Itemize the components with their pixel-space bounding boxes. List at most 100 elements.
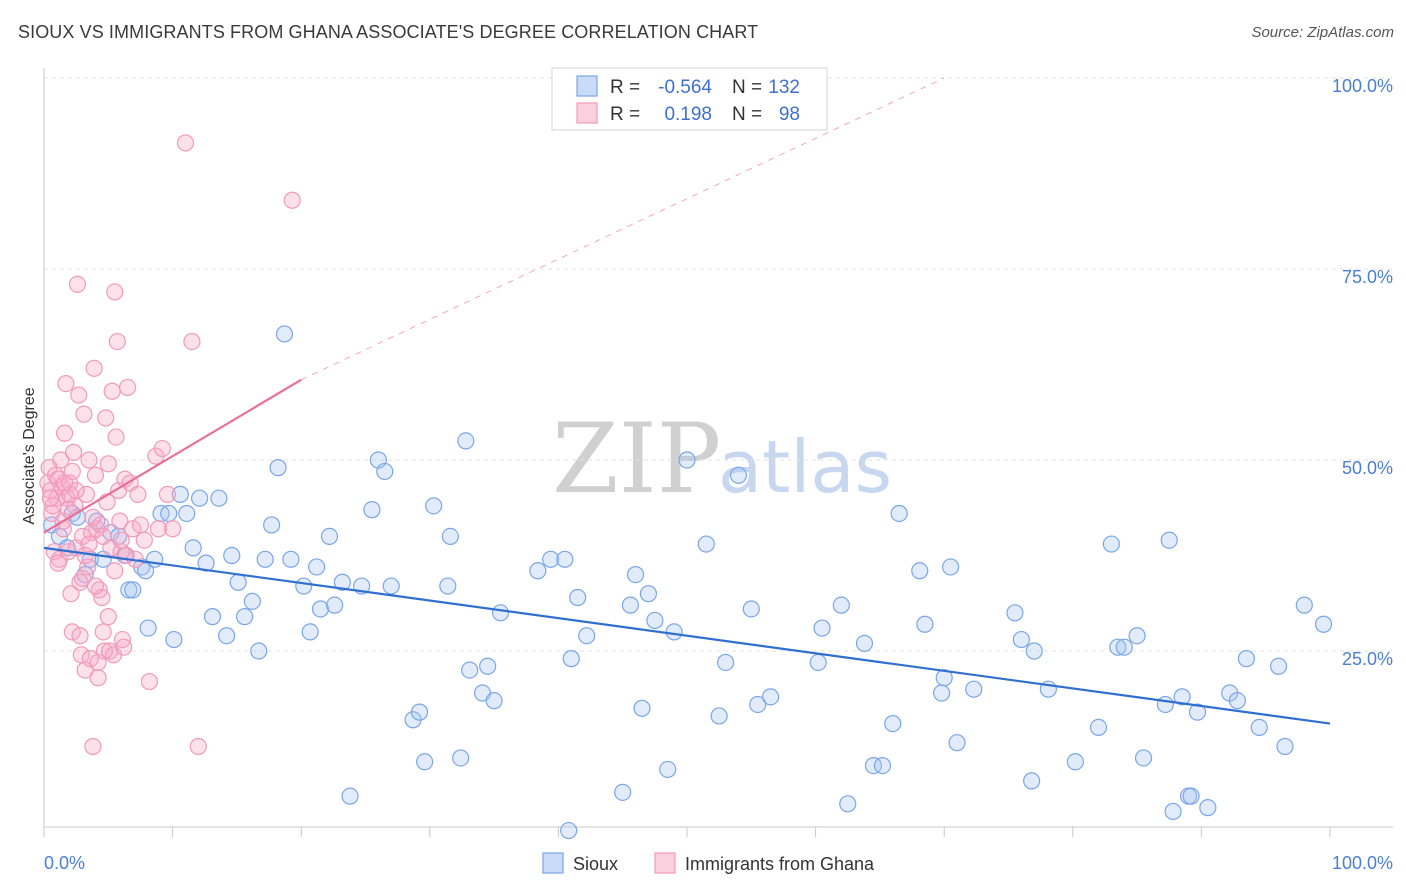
sioux-point bbox=[461, 661, 479, 679]
ghana-point bbox=[149, 520, 168, 538]
legend-swatch-ghana bbox=[576, 102, 598, 124]
series-legend: Sioux Immigrants from Ghana bbox=[542, 852, 875, 874]
watermark: ZIP atlas bbox=[552, 403, 892, 515]
grid-lines bbox=[44, 77, 1393, 652]
ghana-point bbox=[57, 375, 75, 393]
sioux-point bbox=[832, 596, 850, 614]
sioux-point bbox=[120, 581, 138, 599]
sioux-point bbox=[1295, 596, 1313, 614]
sioux-point bbox=[1115, 638, 1133, 656]
sioux-point bbox=[614, 783, 632, 801]
sioux-point bbox=[416, 753, 434, 771]
sioux-point bbox=[633, 699, 651, 717]
ghana-point bbox=[64, 443, 83, 461]
sioux-point bbox=[911, 562, 929, 580]
sioux-point bbox=[376, 462, 394, 481]
ghana-point bbox=[63, 623, 81, 641]
sioux-point bbox=[529, 562, 547, 580]
y-tick-labels: 25.0% 50.0% 75.0% 100.0% bbox=[1332, 76, 1393, 669]
sioux-point bbox=[479, 657, 497, 675]
ghana-point bbox=[164, 520, 182, 538]
sioux-point bbox=[1199, 799, 1217, 817]
trend-line-ghana-extension bbox=[300, 77, 945, 381]
ghana-point bbox=[140, 672, 159, 691]
ghana-point bbox=[89, 653, 107, 672]
sioux-point bbox=[569, 588, 587, 607]
sioux-point bbox=[218, 627, 236, 645]
ghana-point bbox=[183, 332, 201, 351]
sioux-point bbox=[191, 489, 209, 507]
sioux-point bbox=[1188, 703, 1207, 721]
sioux-point bbox=[425, 497, 443, 515]
x-axis-ticks bbox=[43, 827, 1331, 837]
sioux-point bbox=[1066, 753, 1084, 771]
ghana-point bbox=[62, 585, 80, 603]
ghana-point bbox=[189, 737, 207, 756]
sioux-point bbox=[203, 608, 222, 626]
ghana-point bbox=[52, 451, 70, 469]
ghana-point bbox=[106, 562, 124, 580]
sioux-point bbox=[197, 554, 215, 572]
ghana-point bbox=[283, 191, 301, 209]
ghana-point bbox=[99, 608, 117, 626]
legend-r-value-ghana: 0.198 bbox=[664, 104, 712, 125]
ghana-point bbox=[107, 428, 125, 446]
ghana-point bbox=[84, 508, 102, 526]
sioux-point bbox=[452, 749, 470, 767]
trend-line-ghana bbox=[43, 378, 302, 534]
ghana-point bbox=[49, 554, 67, 572]
sioux-point bbox=[710, 707, 728, 725]
sioux-point bbox=[916, 615, 934, 633]
sioux-point bbox=[485, 692, 503, 710]
sioux-point bbox=[1089, 718, 1108, 737]
sioux-point bbox=[639, 585, 658, 603]
ghana-point bbox=[176, 134, 195, 152]
sioux-point bbox=[326, 596, 344, 614]
sioux-point bbox=[809, 653, 827, 672]
y-tick-label: 50.0% bbox=[1342, 458, 1393, 478]
ghana-point bbox=[135, 531, 153, 549]
sioux-point bbox=[562, 650, 580, 668]
sioux-point bbox=[646, 611, 664, 630]
ghana-point bbox=[77, 485, 96, 503]
ghana-point bbox=[81, 650, 99, 668]
ghana-point bbox=[153, 439, 171, 458]
ghana-point bbox=[115, 638, 133, 656]
ghana-point bbox=[84, 737, 102, 756]
ghana-point bbox=[103, 382, 121, 400]
sioux-point bbox=[1164, 802, 1182, 821]
legend-n-value-sioux: 132 bbox=[768, 77, 800, 98]
ghana-point bbox=[112, 531, 130, 549]
sioux-point bbox=[1128, 627, 1146, 645]
sioux-point bbox=[864, 756, 883, 775]
sioux-point bbox=[1006, 604, 1024, 622]
ghana-point bbox=[80, 451, 98, 469]
series-ghana-points bbox=[39, 134, 301, 756]
y-axis-label: Associate's Degree bbox=[21, 387, 38, 524]
source-label: Source: ZipAtlas.com bbox=[1251, 24, 1394, 41]
ghana-point bbox=[85, 359, 103, 377]
watermark-zip: ZIP bbox=[552, 403, 721, 515]
sioux-point bbox=[933, 684, 951, 702]
legend-n-label-sioux: N = bbox=[732, 77, 762, 98]
sioux-point bbox=[716, 653, 735, 672]
sioux-point bbox=[884, 714, 902, 733]
sioux-point bbox=[236, 608, 254, 626]
sioux-point bbox=[665, 623, 683, 641]
ghana-point bbox=[124, 520, 142, 538]
bottom-legend-swatch-sioux bbox=[542, 852, 564, 874]
sioux-point bbox=[410, 703, 429, 721]
ghana-point bbox=[158, 485, 177, 503]
sioux-point bbox=[223, 546, 241, 565]
sioux-point bbox=[320, 527, 339, 546]
chart-title: SIOUX VS IMMIGRANTS FROM GHANA ASSOCIATE… bbox=[18, 22, 759, 42]
sioux-point bbox=[1173, 688, 1191, 706]
sioux-point bbox=[942, 558, 960, 576]
ghana-point bbox=[106, 283, 124, 301]
ghana-point bbox=[41, 489, 60, 507]
x-tick-label-min: 0.0% bbox=[44, 853, 85, 873]
y-tick-label: 75.0% bbox=[1342, 267, 1393, 287]
sioux-point bbox=[184, 539, 202, 557]
ghana-point bbox=[111, 512, 129, 530]
